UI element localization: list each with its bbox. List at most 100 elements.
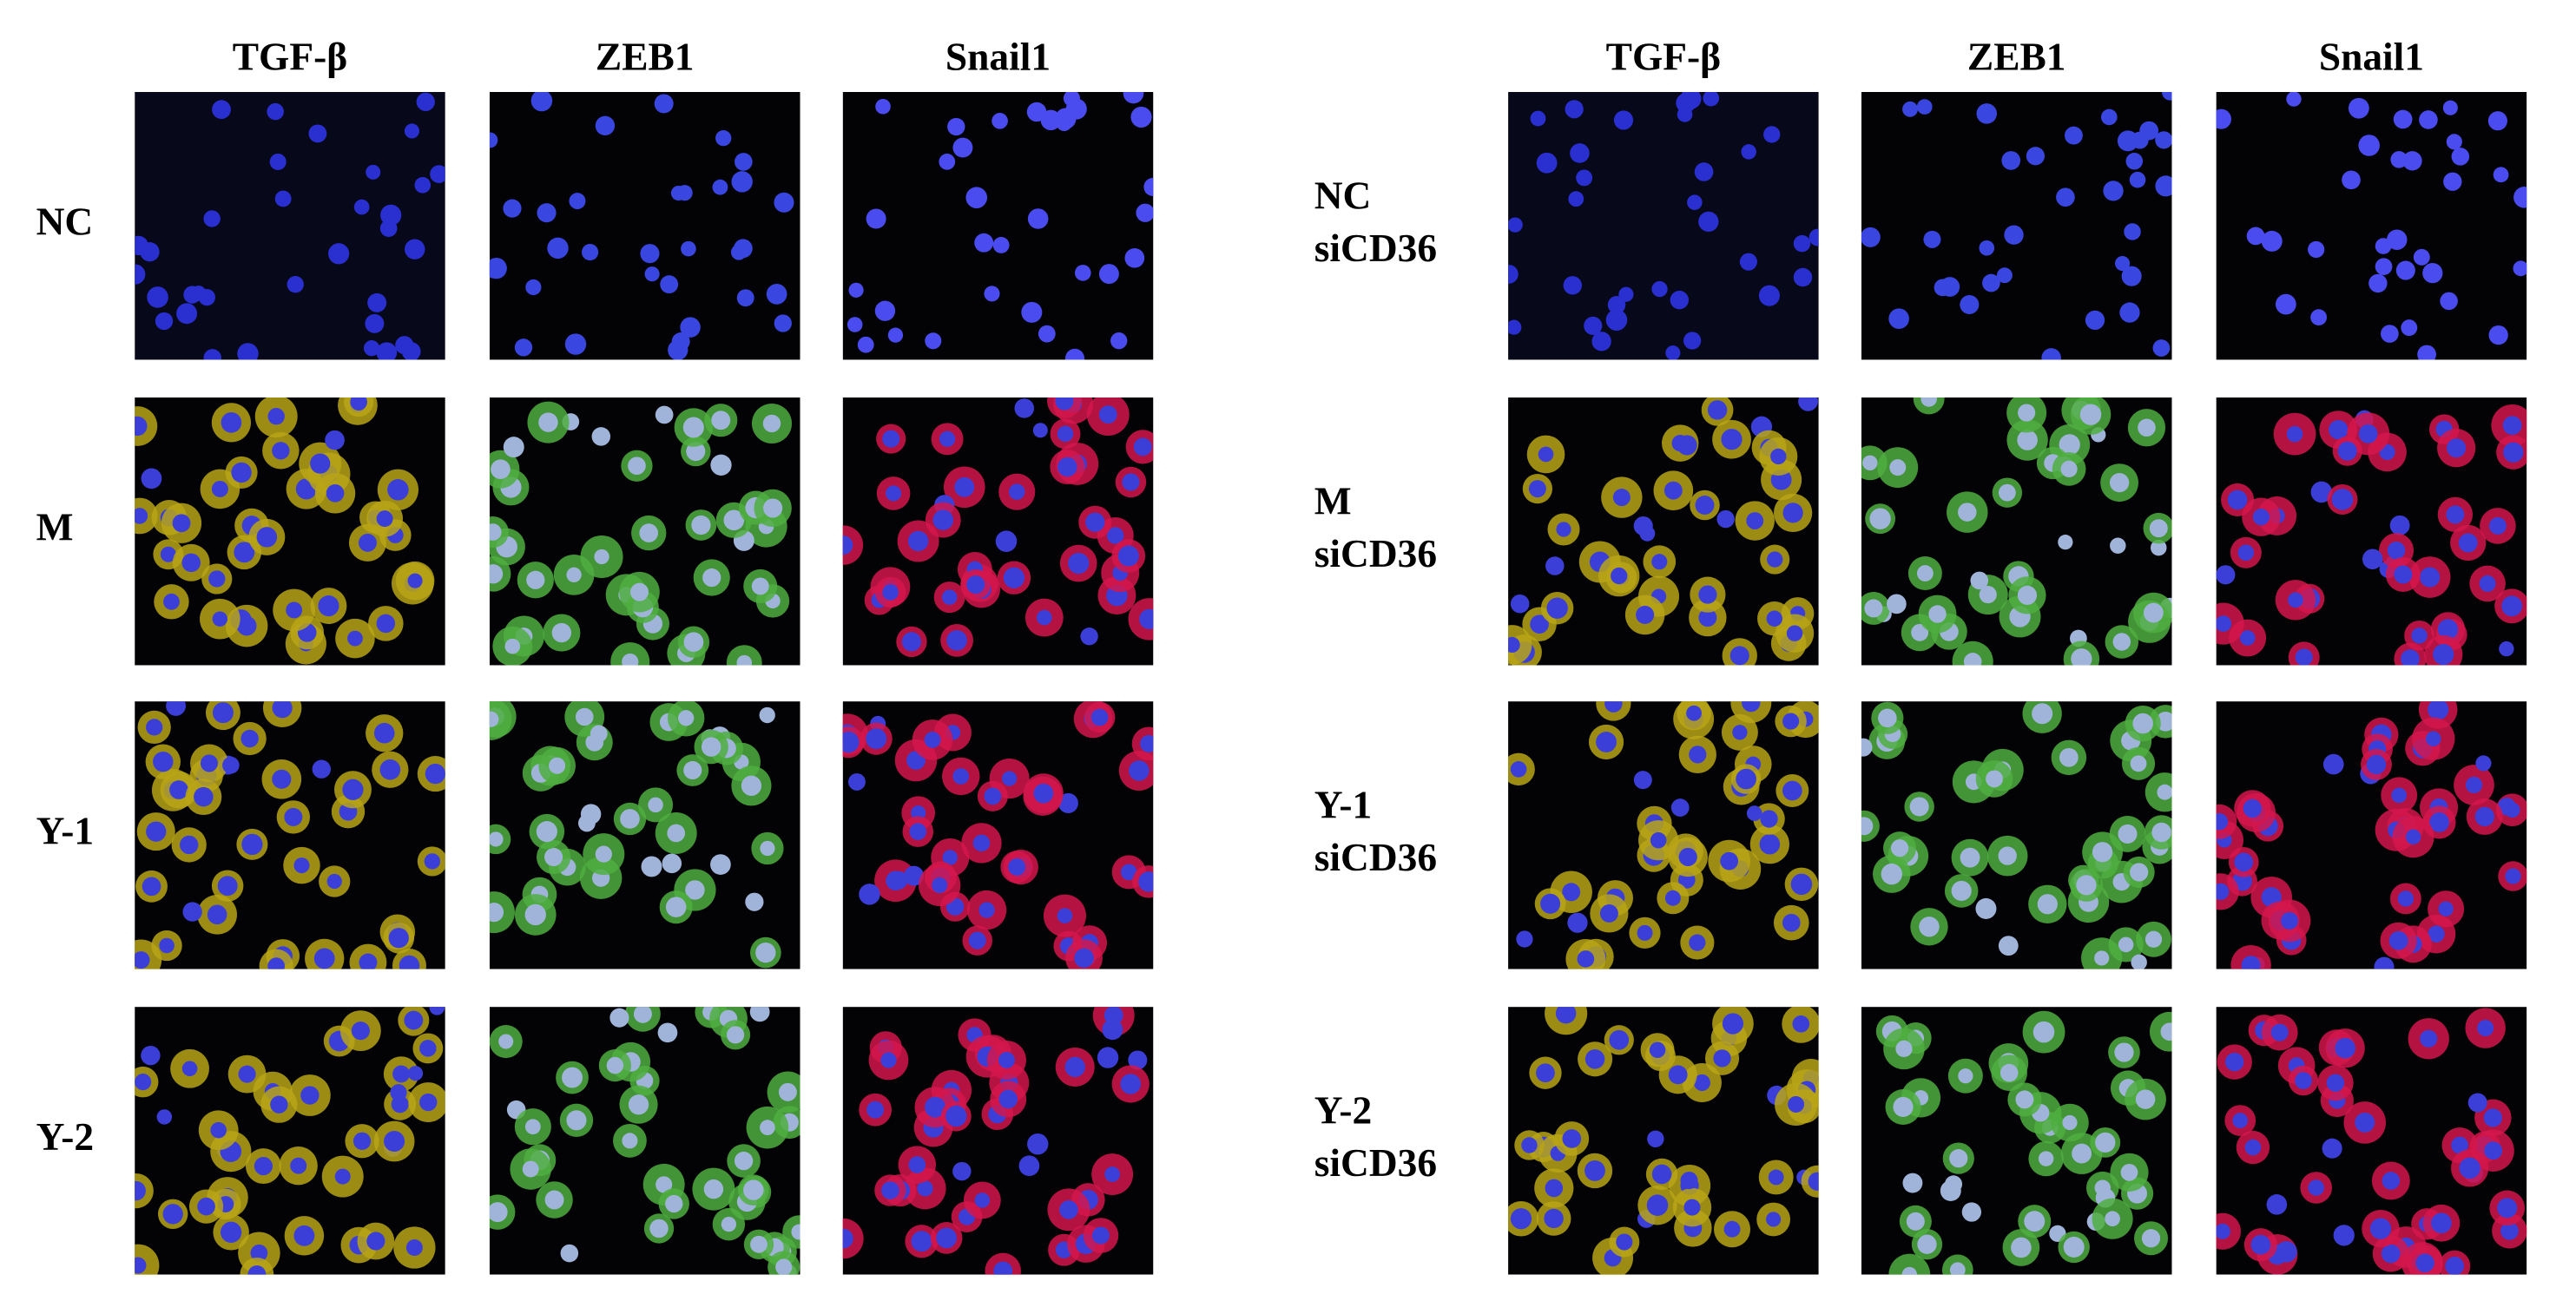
cell-nucleus <box>569 193 586 210</box>
cell-nucleus <box>272 701 293 719</box>
cell-nucleus <box>387 479 409 501</box>
cell-nucleus <box>514 338 533 357</box>
cell-nucleus <box>162 1204 183 1225</box>
cell-nucleus <box>1508 319 1522 335</box>
cell-nucleus <box>671 332 690 351</box>
cell-nucleus <box>998 1089 1018 1109</box>
cell-nucleus <box>498 1034 514 1049</box>
cell-nucleus <box>2446 505 2465 524</box>
cell-nucleus <box>2366 754 2387 775</box>
cell-nucleus <box>300 1086 320 1105</box>
cell-nucleus <box>212 100 231 120</box>
cell-nucleus <box>2513 187 2527 208</box>
cell-nucleus <box>1861 227 1881 247</box>
cell-nucleus <box>1890 839 1909 857</box>
cell-nucleus <box>1680 91 1702 109</box>
cell-nucleus <box>181 1061 198 1077</box>
column-header: TGF-β <box>233 35 347 78</box>
cell-nucleus <box>941 589 958 605</box>
cell-nucleus <box>160 546 176 562</box>
cell-nucleus <box>290 1157 307 1174</box>
cell-nucleus <box>1530 614 1549 634</box>
cell-nucleus <box>2232 1113 2249 1128</box>
cell-nucleus <box>702 568 721 588</box>
cell-nucleus <box>866 728 887 750</box>
cell-nucleus <box>1976 103 1997 124</box>
cell-nucleus <box>405 1238 423 1257</box>
cell-nucleus <box>649 1219 669 1238</box>
cell-nucleus <box>606 1056 624 1074</box>
cell-nucleus <box>908 1156 926 1173</box>
cell-nucleus <box>365 313 385 333</box>
cell-nucleus <box>680 317 701 338</box>
micrograph <box>489 1007 800 1275</box>
cell-nucleus <box>414 176 432 194</box>
cell-nucleus <box>2422 263 2443 284</box>
cell-nucleus <box>778 1082 797 1101</box>
cell-nucleus <box>1616 1233 1633 1251</box>
cell-nucleus <box>1613 110 1634 130</box>
cell-nucleus <box>683 760 702 780</box>
cell-nucleus <box>2431 1212 2452 1234</box>
cell-nucleus <box>1563 276 1582 295</box>
cell-nucleus <box>1979 586 1997 604</box>
cell-nucleus <box>654 94 674 114</box>
cell-nucleus <box>424 853 441 870</box>
row-label: Y-1 <box>1314 783 1372 826</box>
cell-nucleus <box>2018 404 2036 422</box>
cell-nucleus <box>866 1100 885 1119</box>
cell-nucleus <box>1979 240 1995 256</box>
cell-nucleus <box>1080 627 1098 646</box>
cell-nucleus <box>169 780 188 799</box>
row-label: M <box>36 506 74 549</box>
cell-nucleus <box>1909 797 1929 817</box>
cell-nucleus <box>489 831 504 847</box>
cell-nucleus <box>628 457 646 476</box>
cell-nucleus <box>525 279 542 296</box>
cell-nucleus <box>984 286 1000 302</box>
cell-nucleus <box>2402 151 2422 171</box>
cell-nucleus <box>1996 267 2013 284</box>
cell-nucleus <box>965 187 988 209</box>
cell-nucleus <box>2063 1236 2085 1258</box>
cell-nucleus <box>2477 1020 2494 1037</box>
cell-nucleus <box>736 654 753 666</box>
cell-nucleus <box>683 632 704 653</box>
cell-nucleus <box>2505 868 2521 884</box>
cell-nucleus <box>1889 459 1907 476</box>
cell-cytoplasm <box>1730 701 1772 724</box>
cell-nucleus <box>1869 508 1891 529</box>
cell-nucleus <box>308 124 327 143</box>
cell-nucleus <box>1091 1226 1110 1245</box>
cell-nucleus <box>1562 1129 1582 1148</box>
cell-nucleus <box>842 732 860 753</box>
cell-nucleus <box>1068 552 1090 575</box>
cell-nucleus <box>1605 309 1628 332</box>
cell-nucleus <box>159 937 175 954</box>
cell-nucleus <box>347 630 363 647</box>
cell-nucleus <box>842 1228 853 1249</box>
cell-nucleus <box>207 904 227 925</box>
micrograph <box>1861 701 2172 969</box>
cell-nucleus <box>721 1216 737 1232</box>
cell-nucleus <box>2281 911 2299 930</box>
cell-nucleus <box>1739 253 1757 271</box>
cell-nucleus <box>419 1040 437 1057</box>
micrograph <box>842 701 1154 969</box>
cell-nucleus <box>1098 264 1119 285</box>
micrograph <box>842 1007 1154 1275</box>
cell-nucleus <box>367 292 387 312</box>
cell-nucleus <box>1138 871 1154 892</box>
cell-nucleus <box>774 314 792 332</box>
row-label: siCD36 <box>1314 532 1437 575</box>
cell-nucleus <box>1584 316 1603 335</box>
cell-nucleus <box>662 853 682 874</box>
cell-nucleus <box>1694 162 1714 181</box>
cell-nucleus <box>1027 208 1049 229</box>
cell-nucleus <box>710 854 731 875</box>
cell-nucleus <box>774 192 794 213</box>
row-label: Y-2 <box>36 1115 94 1159</box>
cell-nucleus <box>667 824 686 843</box>
cell-nucleus <box>2026 147 2046 166</box>
